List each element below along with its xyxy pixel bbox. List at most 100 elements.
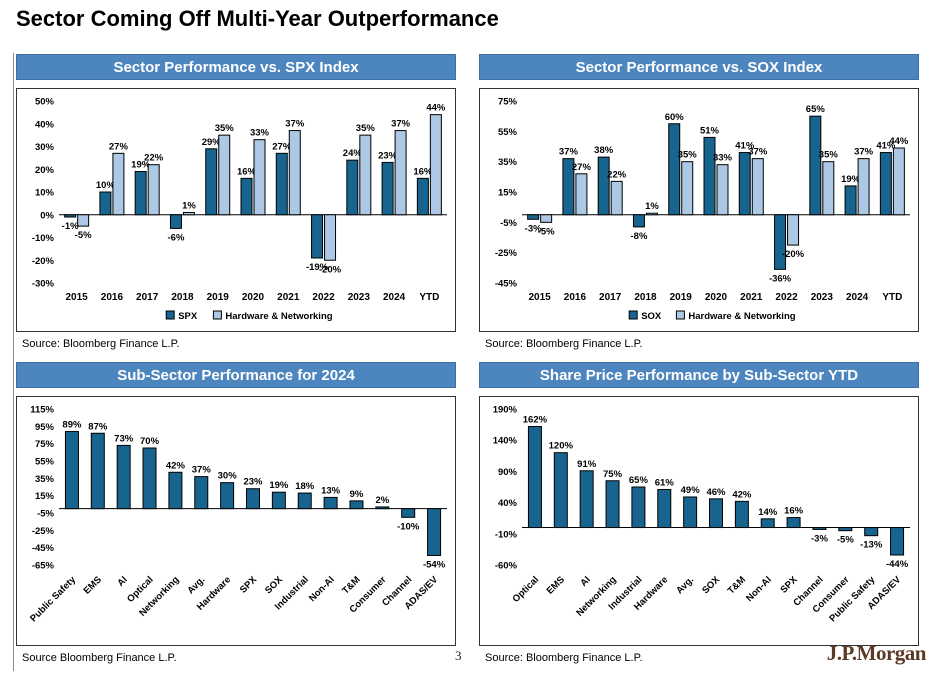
svg-text:2015: 2015 xyxy=(66,292,89,303)
svg-text:42%: 42% xyxy=(166,460,186,471)
svg-text:2018: 2018 xyxy=(171,292,194,303)
svg-text:42%: 42% xyxy=(732,489,752,500)
svg-text:61%: 61% xyxy=(655,477,675,488)
svg-text:Hardware & Networking: Hardware & Networking xyxy=(225,311,332,322)
svg-text:-54%: -54% xyxy=(423,559,446,570)
svg-text:162%: 162% xyxy=(523,414,548,425)
svg-text:Public Safety: Public Safety xyxy=(28,574,78,624)
svg-text:2017: 2017 xyxy=(599,292,622,303)
svg-text:15%: 15% xyxy=(35,491,55,502)
svg-text:22%: 22% xyxy=(607,169,627,180)
svg-text:1%: 1% xyxy=(645,201,659,212)
svg-text:EMS: EMS xyxy=(545,574,567,596)
svg-text:37%: 37% xyxy=(748,147,768,158)
svg-text:Non-AI: Non-AI xyxy=(744,574,774,604)
svg-text:35%: 35% xyxy=(819,150,839,161)
svg-text:AI: AI xyxy=(578,574,592,588)
svg-text:AI: AI xyxy=(115,574,129,588)
chart-subsector-2024-canvas: 115% 95% 75% 55% 35% 15% -5% -25% -45% -65% 89% Pub… xyxy=(28,405,447,624)
svg-text:2015: 2015 xyxy=(529,292,552,303)
svg-text:2022: 2022 xyxy=(312,292,335,303)
svg-text:91%: 91% xyxy=(577,459,597,470)
svg-text:2023: 2023 xyxy=(348,292,371,303)
svg-text:35%: 35% xyxy=(215,123,235,134)
svg-text:SPX: SPX xyxy=(178,311,198,322)
svg-text:75%: 75% xyxy=(603,469,623,480)
svg-text:65%: 65% xyxy=(806,104,826,115)
svg-text:-5%: -5% xyxy=(75,230,92,241)
svg-text:20%: 20% xyxy=(35,165,55,176)
svg-text:37%: 37% xyxy=(192,465,212,476)
svg-text:YTD: YTD xyxy=(419,292,439,303)
svg-text:90%: 90% xyxy=(498,467,518,478)
svg-text:-19%: -19% xyxy=(306,262,329,273)
source-sox: Source: Bloomberg Finance L.P. xyxy=(485,338,643,350)
svg-text:-5%: -5% xyxy=(500,218,517,229)
svg-text:37%: 37% xyxy=(391,119,411,130)
svg-text:55%: 55% xyxy=(35,457,55,468)
svg-text:2023: 2023 xyxy=(811,292,834,303)
svg-text:33%: 33% xyxy=(713,153,733,164)
svg-text:2019: 2019 xyxy=(670,292,693,303)
svg-text:19%: 19% xyxy=(269,480,289,491)
svg-text:30%: 30% xyxy=(218,471,238,482)
svg-text:2019: 2019 xyxy=(207,292,230,303)
svg-text:EMS: EMS xyxy=(82,574,104,596)
chart-spx-box: 50% 40% 30% 20% 10% 0% -10% -20% -30% -1% -5% 2015 1… xyxy=(16,88,456,332)
svg-text:10%: 10% xyxy=(35,188,55,199)
panel-header-spx: Sector Performance vs. SPX Index xyxy=(16,54,456,80)
svg-text:75%: 75% xyxy=(498,97,518,108)
svg-text:22%: 22% xyxy=(144,153,164,164)
svg-text:140%: 140% xyxy=(493,436,518,447)
svg-text:55%: 55% xyxy=(498,127,518,138)
svg-text:2024: 2024 xyxy=(846,292,869,303)
chart-sox-canvas: 75%55%35%15%-5%-25%-45%-3%-5%201537%27%2… xyxy=(495,97,910,322)
svg-text:27%: 27% xyxy=(109,141,129,152)
svg-text:87%: 87% xyxy=(88,421,108,432)
svg-text:190%: 190% xyxy=(493,405,518,416)
svg-text:Non-AI: Non-AI xyxy=(307,574,337,604)
svg-text:40%: 40% xyxy=(498,498,518,509)
svg-text:-65%: -65% xyxy=(32,561,55,572)
svg-text:15%: 15% xyxy=(498,188,518,199)
svg-text:-20%: -20% xyxy=(782,249,805,260)
svg-text:-45%: -45% xyxy=(495,279,518,290)
svg-text:SOX: SOX xyxy=(700,574,722,596)
svg-text:95%: 95% xyxy=(35,422,55,433)
svg-text:33%: 33% xyxy=(250,128,270,139)
svg-text:-1%: -1% xyxy=(62,221,79,232)
svg-text:-10%: -10% xyxy=(495,529,518,540)
svg-text:2017: 2017 xyxy=(136,292,159,303)
svg-text:Optical: Optical xyxy=(511,574,542,605)
svg-text:18%: 18% xyxy=(295,481,315,492)
svg-text:38%: 38% xyxy=(594,145,614,156)
svg-text:-3%: -3% xyxy=(525,223,542,234)
svg-text:51%: 51% xyxy=(700,125,720,136)
svg-text:16%: 16% xyxy=(413,166,433,177)
panel-header-sox: Sector Performance vs. SOX Index xyxy=(479,54,919,80)
svg-text:-20%: -20% xyxy=(319,264,342,275)
svg-text:SOX: SOX xyxy=(263,574,285,596)
svg-text:37%: 37% xyxy=(854,147,874,158)
svg-text:16%: 16% xyxy=(237,166,257,177)
svg-text:2024: 2024 xyxy=(383,292,406,303)
svg-text:41%: 41% xyxy=(735,141,755,152)
svg-text:46%: 46% xyxy=(706,487,726,498)
jpmorgan-logo: J.P.Morgan xyxy=(826,641,927,665)
source-subsector-ytd: Source: Bloomberg Finance L.P. xyxy=(485,652,643,664)
svg-text:-8%: -8% xyxy=(631,231,648,242)
svg-text:2022: 2022 xyxy=(775,292,798,303)
svg-text:23%: 23% xyxy=(378,150,398,161)
chart-subsector-ytd-canvas: 190% 140% 90% 40% -10% -60% 162% Optical 120% EMS… xyxy=(493,405,910,624)
page-title: Sector Coming Off Multi-Year Outperforma… xyxy=(16,6,499,31)
svg-text:SPX: SPX xyxy=(778,574,800,596)
svg-text:70%: 70% xyxy=(140,436,160,447)
left-margin-rule xyxy=(13,53,14,671)
chart-subsector-2024-box: 115% 95% 75% 55% 35% 15% -5% -25% -45% -65% 89% Pub… xyxy=(16,396,456,646)
svg-text:2021: 2021 xyxy=(740,292,763,303)
svg-text:2%: 2% xyxy=(375,495,389,506)
svg-text:2016: 2016 xyxy=(564,292,587,303)
source-subsector-2024: Source Bloomberg Finance L.P. xyxy=(22,652,177,664)
svg-text:-5%: -5% xyxy=(538,226,555,237)
svg-text:41%: 41% xyxy=(876,141,896,152)
